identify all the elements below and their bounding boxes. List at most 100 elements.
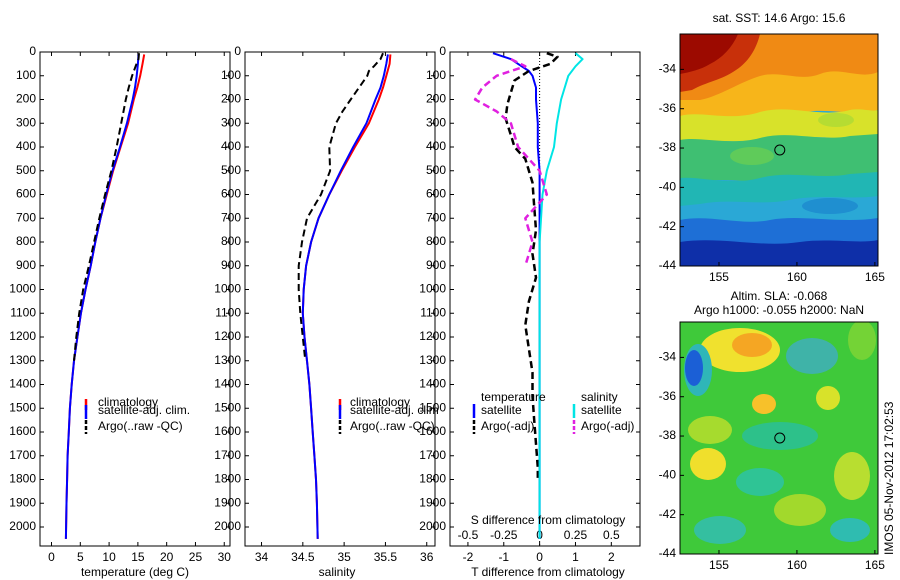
y-tick-label: 300	[426, 115, 446, 129]
difference-y-ticks: 0 100 200 300 400 500 600 700 800 900 1000 1100 1200…	[419, 44, 640, 533]
map-y-tick-label: -40	[659, 468, 677, 482]
y-tick-label: 100	[426, 68, 446, 82]
sla-patch	[694, 516, 746, 544]
map-y-tick-label: -44	[659, 258, 677, 272]
map-y-tick-label: -34	[659, 350, 677, 364]
y-tick-label: 1100	[10, 305, 36, 319]
sla-patch	[848, 322, 876, 360]
map-y-tick-label: -34	[659, 62, 677, 76]
salinity-y-ticks: 0 100 200 300 400 500 600 700 800 900 1000 1100 1200…	[214, 44, 435, 533]
sla-patch	[752, 394, 776, 414]
series-line-1	[504, 52, 559, 480]
legend-label-t-argo: Argo(-adj)	[481, 419, 534, 433]
x-tick-label: 0	[536, 550, 543, 564]
y-tick-label: 600	[221, 187, 241, 201]
y-tick-label: 1900	[419, 495, 446, 509]
salinity-x-ticks: 34 34.5 35 35.5 36	[255, 52, 434, 564]
y-tick-label: 1300	[214, 353, 241, 367]
sla-patch	[774, 494, 826, 526]
temperature-axes-frame	[39, 51, 231, 547]
y-tick-label: 1600	[419, 424, 446, 438]
y-tick-label: 500	[16, 163, 36, 177]
x-tick-label: 35	[337, 550, 351, 564]
map-x-tick-label: 165	[865, 558, 885, 572]
s-difference-label: S difference from climatology	[471, 513, 626, 527]
y-tick-label: 600	[16, 187, 36, 201]
y-tick-label: 1700	[214, 448, 241, 462]
difference-legend: temperature satellite Argo(-adj) salinit…	[472, 390, 634, 434]
sst-heatmap	[680, 34, 878, 266]
y-tick-label: 900	[221, 258, 241, 272]
y-tick-label: 1000	[9, 282, 36, 296]
y-tick-label: 1200	[9, 329, 36, 343]
y-tick-label: 0	[234, 44, 241, 58]
salinity-panel: 0 100 200 300 400 500 600 700 800 900 1000 1100 1200…	[214, 44, 438, 579]
sst-patch	[730, 147, 774, 165]
y-tick-label: 1500	[214, 400, 241, 414]
legend-label-t-satellite: satellite	[481, 403, 522, 417]
sla-patch	[690, 448, 726, 480]
sla-patch	[685, 350, 703, 386]
x-tick-label: 10	[102, 550, 116, 564]
sla-patch	[742, 422, 818, 450]
sst-map-frame	[679, 33, 879, 267]
y-tick-label: 1400	[9, 377, 36, 391]
sla-patch	[732, 333, 772, 357]
y-tick-label: 1100	[215, 305, 241, 319]
y-tick-label: 1800	[9, 472, 36, 486]
sla-map-panel: Altim. SLA: -0.068 Argo h1000: -0.055 h2…	[659, 289, 886, 572]
x-tick-label: 25	[189, 550, 203, 564]
sst-band	[680, 134, 878, 184]
s-x-tick-label: 0.25	[564, 528, 588, 542]
sla-map-subtitle: Argo h1000: -0.055 h2000: NaN	[694, 303, 864, 317]
y-tick-label: 1500	[9, 400, 36, 414]
y-tick-label: 200	[16, 92, 36, 106]
temperature-panel: 0100200300400500600700800900100011001200…	[9, 44, 231, 579]
y-tick-label: 1600	[9, 424, 36, 438]
y-tick-label: 1000	[419, 282, 446, 296]
series-line-2	[297, 52, 384, 361]
map-x-tick-label: 160	[787, 558, 807, 572]
y-tick-label: 400	[221, 139, 241, 153]
s-x-tick-label: -0.25	[490, 528, 518, 542]
x-tick-label: 36	[420, 550, 434, 564]
x-tick-label: -1	[498, 550, 509, 564]
map-y-tick-label: -38	[659, 140, 677, 154]
y-tick-label: 1400	[419, 377, 446, 391]
y-tick-label: 300	[221, 115, 241, 129]
y-tick-label: 1900	[9, 495, 36, 509]
series-line-1	[64, 54, 140, 539]
y-tick-label: 1900	[214, 495, 241, 509]
y-tick-label: 1400	[214, 377, 241, 391]
legend-label-climatology: climatology	[350, 395, 410, 409]
argo-float-marker	[774, 432, 786, 444]
y-tick-label: 2000	[419, 519, 446, 533]
y-tick-label: 700	[16, 210, 36, 224]
difference-x-ticks: -2 -1 0 1 2	[463, 52, 615, 564]
y-tick-label: 200	[221, 92, 241, 106]
sla-patch	[830, 518, 870, 542]
y-tick-label: 0	[29, 44, 36, 58]
sla-patch	[834, 452, 870, 500]
y-tick-label: 1000	[214, 282, 241, 296]
y-tick-label: 700	[426, 210, 446, 224]
sst-band	[680, 240, 878, 266]
y-tick-label: 1700	[419, 448, 446, 462]
t-difference-label: T difference from climatology	[471, 565, 625, 579]
sst-patch	[818, 113, 854, 127]
x-tick-label: 5	[77, 550, 84, 564]
y-tick-label: 100	[221, 68, 241, 82]
x-tick-label: 15	[131, 550, 145, 564]
y-tick-label: 1500	[419, 400, 446, 414]
series-line-3	[473, 57, 549, 267]
x-tick-label: 30	[218, 550, 232, 564]
y-tick-label: 700	[221, 210, 241, 224]
x-tick-label: 34.5	[291, 550, 315, 564]
sla-patch	[736, 468, 784, 496]
sla-map-ticks: 155 160 165 -34 -36 -38 -40 -42 -44	[659, 350, 886, 572]
legend-label-satellite-adj: satellite-adj. clim.	[98, 403, 190, 417]
legend-label-s-argo: Argo(-adj)	[581, 419, 634, 433]
sla-patch	[816, 386, 840, 410]
map-x-tick-label: 155	[709, 270, 729, 284]
